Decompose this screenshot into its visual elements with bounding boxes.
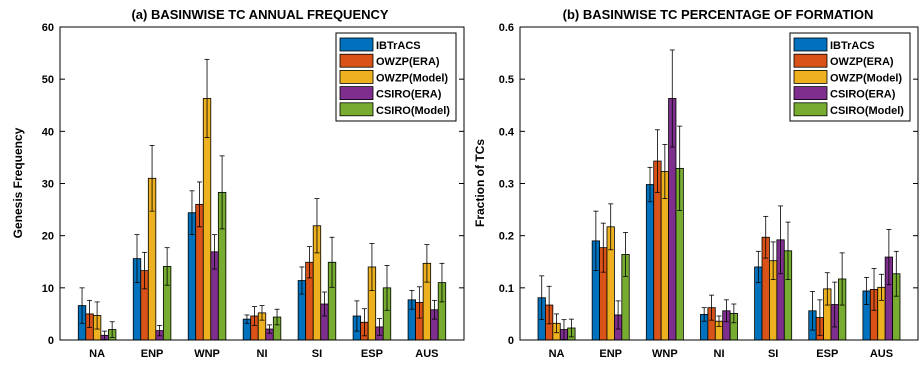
panel-b-xtick-label: NI — [714, 348, 725, 360]
panel-a-legend-swatch — [339, 53, 374, 68]
panel-a-title: (a) BASINWISE TC ANNUAL FREQUENCY — [131, 7, 388, 22]
panel-a-ytick-label: 30 — [42, 179, 54, 191]
panel-b-title: (b) BASINWISE TC PERCENTAGE OF FORMATION — [563, 7, 874, 22]
panel-b-legend: IBTrACS OWZP(ERA) OWZP(Model) CSIRO(ERA) CSI… — [789, 32, 911, 122]
panel-a-ytick-label: 0 — [48, 335, 54, 347]
panel-b-xtick-label: WNP — [652, 348, 678, 360]
panel-b-axes-frame — [519, 26, 919, 341]
panel-b-ytick-label: 0.2 — [499, 231, 514, 243]
panel-a-xtick-label: WNP — [194, 348, 220, 360]
panel-b-legend-swatch — [793, 70, 828, 84]
panel-a-ytick-label: 40 — [42, 126, 54, 138]
panel-b-legend-swatch — [793, 37, 828, 52]
panel-b-xtick-label: SI — [768, 348, 778, 360]
panel-a-legend-label: CSIRO(ERA) — [376, 89, 442, 101]
panel-a-legend-label: CSIRO(Model) — [376, 105, 450, 117]
panel-a-ylabel: Genesis Frequency — [11, 127, 25, 238]
panel-a-xtick-label: ENP — [141, 348, 164, 360]
panel-a-legend-swatch — [339, 70, 374, 84]
panel-b-legend-label: OWZP(Model) — [830, 72, 902, 84]
panel-a-xtick-label: NI — [257, 348, 268, 360]
panel-a-legend-swatch — [339, 86, 374, 100]
panel-b-legend-label: CSIRO(Model) — [830, 105, 904, 117]
panel-b-xtick-label: ENP — [599, 348, 622, 360]
panel-b-legend-swatch — [793, 53, 828, 68]
panel-b-ytick-label: 0.4 — [499, 126, 515, 138]
panel-b-xtick-label: ESP — [816, 348, 838, 360]
panel-b-ytick-label: 0 — [508, 335, 514, 347]
panel-a-legend-label: OWZP(ERA) — [376, 56, 440, 68]
panel-a-legend-label: IBTrACS — [376, 40, 421, 52]
panel-a-ytick-label: 50 — [42, 74, 54, 86]
panel-a-xtick-label: AUS — [415, 348, 438, 360]
panel-b-legend-label: OWZP(ERA) — [830, 56, 894, 68]
panel-b-legend-swatch — [793, 86, 828, 100]
panel-a-ytick-label: 60 — [42, 22, 54, 34]
panel-b-fraction: (b) BASINWISE TC PERCENTAGE OF FORMATION… — [473, 7, 919, 360]
panel-a-xtick-label: ESP — [361, 348, 383, 360]
panel-b-legend-label: CSIRO(ERA) — [830, 89, 896, 101]
panel-b-ytick-label: 0.6 — [499, 22, 514, 34]
panel-a-ytick-label: 20 — [42, 231, 54, 243]
panel-b-legend-swatch — [793, 102, 828, 117]
panel-a-frequency: (a) BASINWISE TC ANNUAL FREQUENCY Genesi… — [11, 7, 465, 360]
panel-a-legend-swatch — [339, 37, 374, 52]
panel-b-xtick-label: NA — [549, 348, 565, 360]
panel-a-legend: IBTrACS OWZP(ERA) OWZP(Model) CSIRO(ERA) CSI… — [335, 32, 457, 122]
panel-b-ylabel: Fraction of TCs — [473, 139, 487, 227]
panel-b-ytick-label: 0.5 — [499, 74, 514, 86]
panel-b-xtick-label: AUS — [870, 348, 893, 360]
panel-b-ytick-label: 0.3 — [499, 179, 514, 191]
panel-a-xtick-label: NA — [89, 348, 105, 360]
panel-b-ytick-label: 0.1 — [499, 283, 514, 295]
panel-a-ytick-label: 10 — [42, 283, 54, 295]
panel-b-bar — [645, 184, 655, 341]
panel-a-xtick-label: SI — [312, 348, 322, 360]
panel-a-legend-label: OWZP(Model) — [376, 72, 448, 84]
panel-a-axes-frame — [59, 26, 465, 341]
panel-a-legend-swatch — [339, 102, 374, 117]
panel-b-legend-label: IBTrACS — [830, 40, 875, 52]
